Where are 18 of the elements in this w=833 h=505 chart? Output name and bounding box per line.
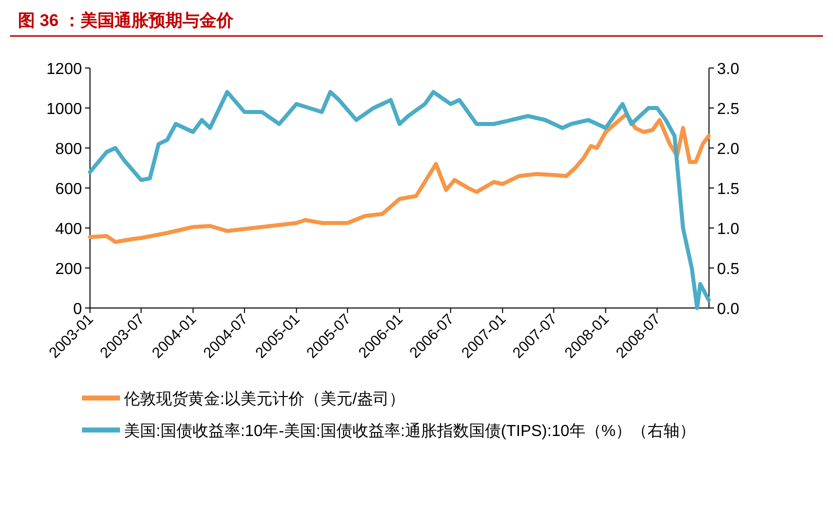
y2-tick-label: 0.0 <box>717 301 740 318</box>
y-tick-label: 800 <box>55 141 82 158</box>
legend-label: 伦敦现货黄金:以美元计价（美元/盎司） <box>124 390 405 408</box>
y-tick-label: 600 <box>55 181 82 198</box>
y-tick-label: 400 <box>55 221 82 238</box>
y2-tick-label: 1.0 <box>717 221 740 238</box>
line-series <box>88 112 711 244</box>
y2-tick-label: 1.5 <box>717 181 740 198</box>
y-tick-label: 0 <box>73 301 82 318</box>
y-tick-label: 1000 <box>46 101 82 118</box>
y2-tick-label: 3.0 <box>717 61 740 78</box>
y2-tick-label: 2.0 <box>717 141 740 158</box>
y2-tick-label: 0.5 <box>717 261 740 278</box>
y-tick-label: 1200 <box>46 61 82 78</box>
y2-tick-label: 2.5 <box>717 101 740 118</box>
legend-label: 美国:国债收益率:10年-美国:国债收益率:通胀指数国债(TIPS):10年（%）（右轴） <box>124 422 696 440</box>
chart-title: 图 36 ：美国通胀预期与金价 <box>18 11 234 30</box>
y-tick-label: 200 <box>55 261 82 278</box>
